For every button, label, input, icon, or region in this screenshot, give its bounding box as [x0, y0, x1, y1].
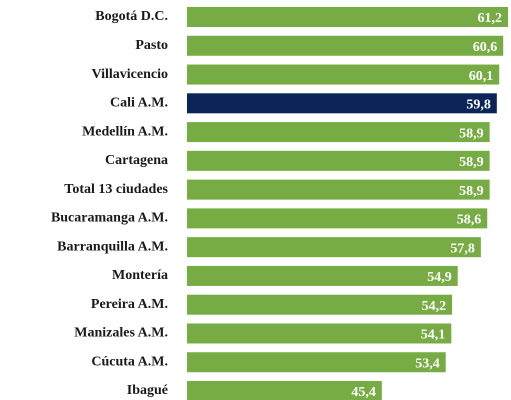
bar	[187, 294, 453, 315]
value-label: 60,1	[469, 69, 494, 84]
bar	[187, 208, 488, 229]
value-label: 58,9	[459, 184, 484, 199]
bar	[187, 35, 504, 56]
category-label: Medellín A.M.	[82, 124, 168, 139]
value-label: 59,8	[466, 98, 491, 113]
bar	[187, 150, 490, 171]
category-label: Ibagué	[127, 383, 168, 398]
bar	[187, 179, 490, 200]
value-label: 58,6	[457, 213, 482, 228]
category-label: Bucaramanga A.M.	[51, 211, 168, 226]
category-label: Manizales A.M.	[74, 326, 168, 341]
category-label: Cali A.M.	[110, 96, 168, 111]
category-label: Pereira A.M.	[91, 297, 168, 312]
value-label: 54,1	[421, 328, 446, 343]
category-label: Villavicencio	[92, 67, 168, 82]
category-label: Bogotá D.C.	[95, 9, 168, 24]
bar	[187, 381, 382, 400]
bar	[187, 93, 497, 114]
value-label: 58,9	[459, 126, 484, 141]
value-label: 58,9	[459, 155, 484, 170]
bar	[187, 323, 452, 344]
bar	[187, 64, 500, 85]
value-label: 61,2	[478, 11, 503, 26]
value-label: 54,9	[427, 270, 452, 285]
category-label: Pasto	[135, 38, 168, 53]
category-label: Barranquilla A.M.	[57, 239, 168, 254]
value-label: 53,4	[415, 356, 440, 371]
category-label: Total 13 ciudades	[64, 182, 168, 197]
value-label: 54,2	[422, 299, 447, 314]
category-label: Cúcuta A.M.	[91, 354, 168, 369]
bar	[187, 352, 446, 373]
category-label: Montería	[112, 268, 168, 283]
value-label: 57,8	[450, 241, 475, 256]
category-label: Cartagena	[105, 153, 168, 168]
bar	[187, 265, 458, 286]
bar	[187, 7, 509, 27]
value-label: 45,4	[351, 385, 376, 400]
bar	[187, 237, 481, 258]
bar	[187, 122, 490, 143]
value-label: 60,6	[473, 40, 498, 55]
